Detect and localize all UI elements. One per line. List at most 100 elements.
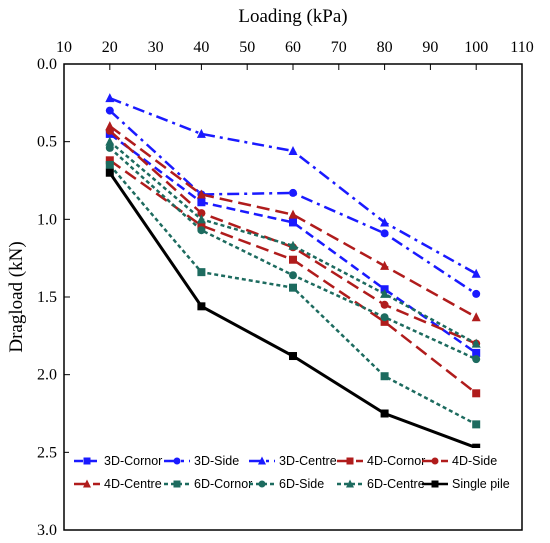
data-point (288, 145, 298, 155)
data-point (380, 300, 389, 309)
data-point (197, 268, 206, 277)
data-point (471, 338, 481, 348)
data-point (105, 143, 114, 152)
data-point (105, 106, 114, 115)
data-point (105, 168, 114, 177)
legend-label: 3D-Centre (279, 454, 337, 468)
data-point (380, 260, 390, 270)
x-tick-label: 30 (148, 39, 164, 56)
series (105, 126, 481, 348)
data-point (173, 480, 181, 488)
data-point (431, 457, 439, 465)
legend-item: 3D-Side (164, 454, 239, 468)
x-tick-label: 90 (422, 39, 438, 56)
data-point (288, 240, 298, 250)
data-point (197, 198, 206, 207)
x-tick-label: 70 (331, 39, 347, 56)
legend-item: Single pile (422, 477, 510, 491)
data-point (105, 121, 115, 131)
series-line (109, 125, 477, 319)
data-point (105, 156, 114, 165)
y-tick-label: 1.5 (37, 289, 57, 306)
data-point (197, 209, 206, 218)
y-tick-label: 1.0 (37, 211, 57, 228)
data-point (197, 226, 206, 235)
series-line (108, 140, 477, 345)
data-point (471, 312, 481, 322)
data-point (196, 189, 206, 199)
series (105, 106, 481, 298)
data-point (346, 479, 354, 488)
legend-item: 6D-Side (249, 477, 324, 491)
data-point (289, 283, 297, 292)
legend-label: 4D-Centre (104, 477, 162, 491)
x-tick-label: 60 (285, 39, 301, 56)
series (105, 143, 481, 364)
legend-item: 3D-Centre (249, 454, 337, 468)
legend: 3D-Cornor 3D-Side 3D-Centre 4D-Cornor 4D-Sid… (74, 454, 510, 491)
data-point (289, 271, 297, 280)
series-line (108, 109, 477, 295)
x-tick-label: 40 (193, 39, 209, 56)
series (105, 121, 481, 322)
data-point (380, 409, 389, 418)
axes: 10 20 30 40 50 60 70 80 90 100 110 0.0 0.5 1.0 1.5 2.0 2… (37, 39, 534, 539)
series (105, 93, 481, 278)
data-point (289, 352, 297, 361)
y-tick-label: 0.5 (37, 134, 57, 151)
y-axis-title: Dragload (kN) (6, 241, 27, 352)
data-point (472, 289, 481, 298)
data-point (472, 389, 481, 398)
data-point (105, 93, 115, 103)
legend-label: 4D-Side (452, 454, 497, 468)
data-point (173, 457, 181, 465)
data-point (197, 221, 206, 230)
data-point (196, 214, 206, 224)
data-point (196, 128, 206, 138)
legend-item: 6D-Cornor (164, 477, 252, 491)
series-line (109, 97, 477, 275)
x-tick-label: 50 (239, 39, 255, 56)
y-tick-label: 3.0 (37, 522, 57, 539)
data-point (105, 160, 114, 169)
data-point (197, 302, 206, 311)
x-tick-label: 10 (56, 39, 72, 56)
legend-item: 3D-Cornor (74, 454, 162, 468)
x-tick-label: 20 (102, 39, 118, 56)
legend-label: 6D-Cornor (194, 477, 252, 491)
data-point (288, 209, 298, 219)
data-point (289, 188, 297, 197)
data-point (472, 348, 481, 357)
legend-item: 4D-Side (422, 454, 497, 468)
legend-label: 4D-Cornor (367, 454, 425, 468)
x-axis-title: Loading (kPa) (238, 6, 347, 27)
y-tick-label: 2.5 (37, 444, 57, 461)
legend-item: 4D-Centre (74, 477, 162, 491)
data-point (289, 218, 297, 227)
series (105, 168, 481, 452)
legend-label: 3D-Side (194, 454, 239, 468)
series-layer (105, 93, 481, 452)
data-point (380, 217, 390, 227)
data-point (380, 229, 389, 238)
legend-label: 3D-Cornor (104, 454, 162, 468)
series-line (108, 129, 477, 345)
data-point (258, 456, 266, 465)
data-point (83, 457, 91, 465)
series (105, 156, 481, 398)
data-point (346, 457, 354, 465)
data-point (83, 479, 91, 488)
y-tick-label: 2.0 (37, 367, 57, 384)
x-tick-label: 110 (510, 39, 533, 56)
data-point (380, 372, 389, 381)
x-tick-label: 80 (377, 39, 393, 56)
data-point (472, 420, 481, 429)
data-point (380, 288, 390, 298)
legend-label: 6D-Centre (367, 477, 425, 491)
y-tick-label: 0.0 (37, 56, 57, 73)
data-point (258, 480, 266, 488)
series (105, 160, 481, 429)
data-point (289, 255, 297, 264)
legend-item: 4D-Cornor (337, 454, 425, 468)
